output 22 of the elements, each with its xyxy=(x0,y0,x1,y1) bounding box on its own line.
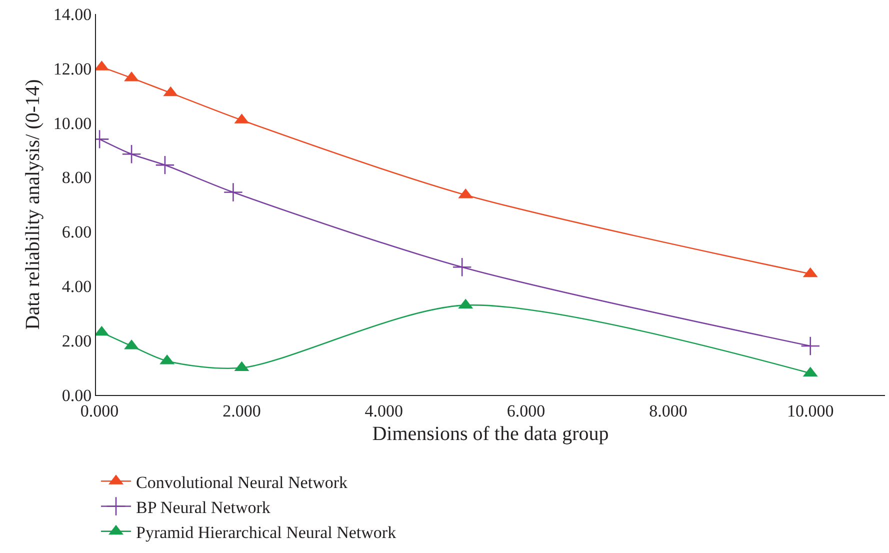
y-tick-label: 14.00 xyxy=(53,4,92,24)
y-tick-label: 2.00 xyxy=(62,332,92,351)
x-tick-label: 6.000 xyxy=(506,401,546,420)
x-tick-label: 10.000 xyxy=(786,401,834,420)
x-tick-label: 8.000 xyxy=(649,401,688,420)
point xyxy=(800,336,820,356)
legend-label: Pyramid Hierarchical Neural Network xyxy=(136,522,397,542)
point xyxy=(223,182,243,202)
y-tick-label: 4.00 xyxy=(62,277,92,296)
y-tick-label: 6.00 xyxy=(62,222,92,242)
y-tick-label: 12.00 xyxy=(53,59,92,78)
y-tick-label: 10.00 xyxy=(53,114,92,133)
legend-label: Convolutional Neural Network xyxy=(136,472,348,492)
point xyxy=(452,257,472,277)
legend-label: BP Neural Network xyxy=(136,498,271,517)
y-axis-title: Data reliability analysis/ (0-14) xyxy=(22,79,44,330)
y-tick-label: 8.00 xyxy=(62,168,92,188)
x-axis-title: Dimensions of the data group xyxy=(372,422,609,445)
point xyxy=(122,144,142,164)
point xyxy=(155,155,175,175)
x-tick-label: 4.000 xyxy=(364,401,404,420)
x-tick-label: 2.000 xyxy=(222,401,261,420)
